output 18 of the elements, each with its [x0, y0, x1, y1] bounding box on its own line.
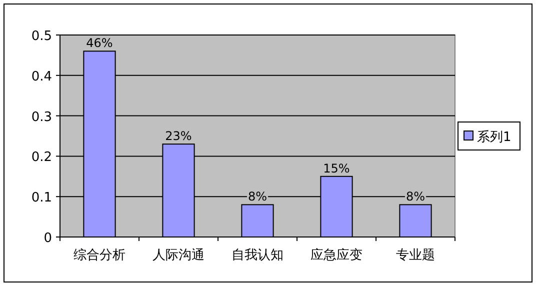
- x-tick-label: 自我认知: [232, 248, 284, 263]
- data-label: 46%: [86, 36, 113, 50]
- legend: 系列1: [458, 122, 520, 150]
- x-tick-label: 专业题: [396, 248, 435, 263]
- legend-label: 系列1: [477, 130, 512, 145]
- x-tick-label: 人际沟通: [152, 248, 204, 263]
- data-label: 23%: [165, 129, 192, 144]
- x-tick-label: 综合分析: [74, 248, 126, 263]
- y-tick-label: 0.4: [31, 69, 52, 84]
- y-tick-label: 0.3: [31, 110, 52, 125]
- data-label: 15%: [323, 161, 350, 176]
- y-tick-label: 0.1: [31, 190, 52, 206]
- data-label: 8%: [406, 190, 426, 204]
- y-tick-label: 0.5: [31, 29, 52, 44]
- data-label: 8%: [248, 190, 268, 204]
- y-tick-label: 0: [44, 231, 52, 246]
- y-tick-label: 0.2: [31, 150, 52, 166]
- x-tick-label: 应急应变: [310, 247, 362, 263]
